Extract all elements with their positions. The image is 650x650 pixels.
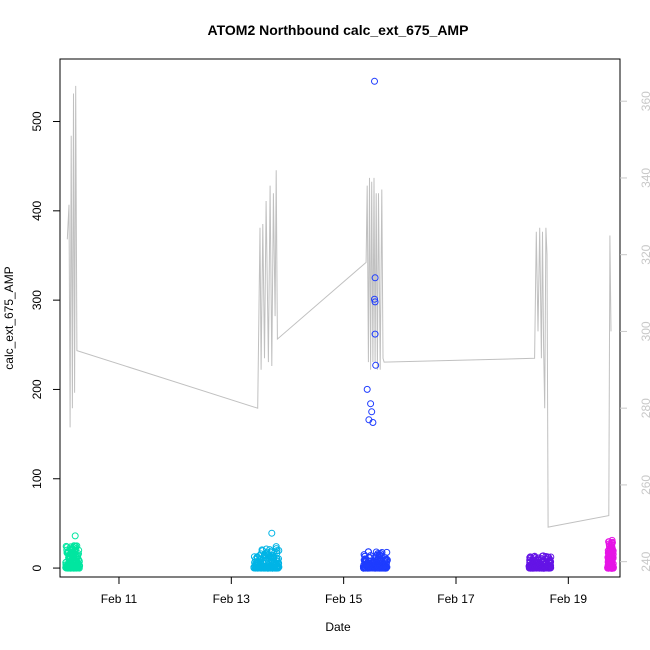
y-tick-label: 0 <box>30 564 44 571</box>
data-point <box>367 552 374 560</box>
scatter-series-3 <box>525 552 555 572</box>
data-point <box>252 562 260 570</box>
data-point <box>525 564 533 572</box>
data-point <box>363 385 371 393</box>
data-point <box>609 562 617 570</box>
data-point <box>75 558 83 566</box>
data-point <box>364 548 372 556</box>
x-axis-label: Date <box>325 620 351 634</box>
y-tick-label: 400 <box>30 200 44 220</box>
data-point <box>360 564 368 572</box>
y-tick-label: 300 <box>30 290 44 310</box>
data-point <box>532 554 539 562</box>
data-point <box>534 563 542 571</box>
y2-tick-label: 260 <box>639 475 650 495</box>
data-point <box>66 564 74 572</box>
data-point <box>361 552 369 560</box>
data-point <box>371 298 379 306</box>
data-point <box>62 542 70 550</box>
data-point <box>265 563 273 571</box>
y-tick-label: 200 <box>30 379 44 399</box>
data-point <box>361 555 369 563</box>
data-point <box>545 553 553 561</box>
data-point <box>71 532 79 540</box>
x-tick-label: Feb 17 <box>437 592 475 606</box>
data-point <box>608 539 616 547</box>
y2-tick-label: 280 <box>639 398 650 418</box>
data-point <box>261 550 269 558</box>
plot-frame <box>59 58 621 578</box>
data-point <box>63 543 71 551</box>
data-point <box>371 295 378 303</box>
data-point <box>364 560 372 568</box>
data-point <box>73 560 81 568</box>
data-point <box>371 330 379 338</box>
data-point <box>368 408 376 416</box>
y2-tick-label: 240 <box>639 551 650 571</box>
scatter-series-1 <box>250 529 283 572</box>
y-tick-label: 500 <box>30 111 44 131</box>
y-axis-left: 0 100 200 300 400 500 <box>30 111 60 571</box>
data-point <box>250 564 258 572</box>
x-tick-label: Feb 19 <box>550 592 588 606</box>
data-point <box>383 555 391 563</box>
data-point <box>273 549 281 557</box>
scatter-series-4 <box>604 536 617 572</box>
x-tick-label: Feb 11 <box>101 592 138 606</box>
data-point <box>257 550 265 558</box>
data-point <box>62 564 70 572</box>
data-point <box>371 274 379 282</box>
scatter-series-0 <box>62 532 84 572</box>
y2-tick-label: 300 <box>639 321 650 341</box>
scatter-series-2 <box>359 77 391 572</box>
y-tick-label: 100 <box>30 468 44 488</box>
data-point <box>70 542 78 550</box>
y-axis-right: 240 260 280 300 320 340 360 <box>620 91 650 572</box>
data-point <box>372 361 380 369</box>
data-point <box>526 553 534 561</box>
plot-area <box>62 77 617 572</box>
x-axis: Feb 11 Feb 13 Feb 15 Feb 17 Feb 19 <box>101 577 588 606</box>
data-point <box>71 546 79 554</box>
chart-title: ATOM2 Northbound calc_ext_675_AMP <box>208 22 469 38</box>
data-point <box>377 550 384 557</box>
data-point <box>268 529 276 537</box>
x-tick-label: Feb 15 <box>325 592 363 606</box>
x-tick-label: Feb 13 <box>213 592 251 606</box>
data-point <box>268 557 276 565</box>
data-point <box>371 77 378 85</box>
data-point <box>269 564 277 572</box>
data-point <box>369 419 377 426</box>
data-point <box>377 559 385 567</box>
data-point <box>529 563 537 571</box>
y2-tick-label: 360 <box>639 91 650 111</box>
y-axis-label: calc_ext_675_AMP <box>2 266 16 369</box>
data-point <box>382 564 390 572</box>
data-point <box>608 536 616 544</box>
data-point <box>256 555 264 563</box>
data-point <box>275 559 283 567</box>
data-point <box>362 564 370 572</box>
secondary-line-series <box>66 85 612 528</box>
y2-tick-label: 340 <box>639 168 650 188</box>
data-point <box>261 563 269 571</box>
data-point <box>606 553 614 561</box>
y2-tick-label: 320 <box>639 244 650 264</box>
data-point <box>367 400 375 408</box>
data-point <box>272 543 280 551</box>
data-point <box>605 564 613 572</box>
